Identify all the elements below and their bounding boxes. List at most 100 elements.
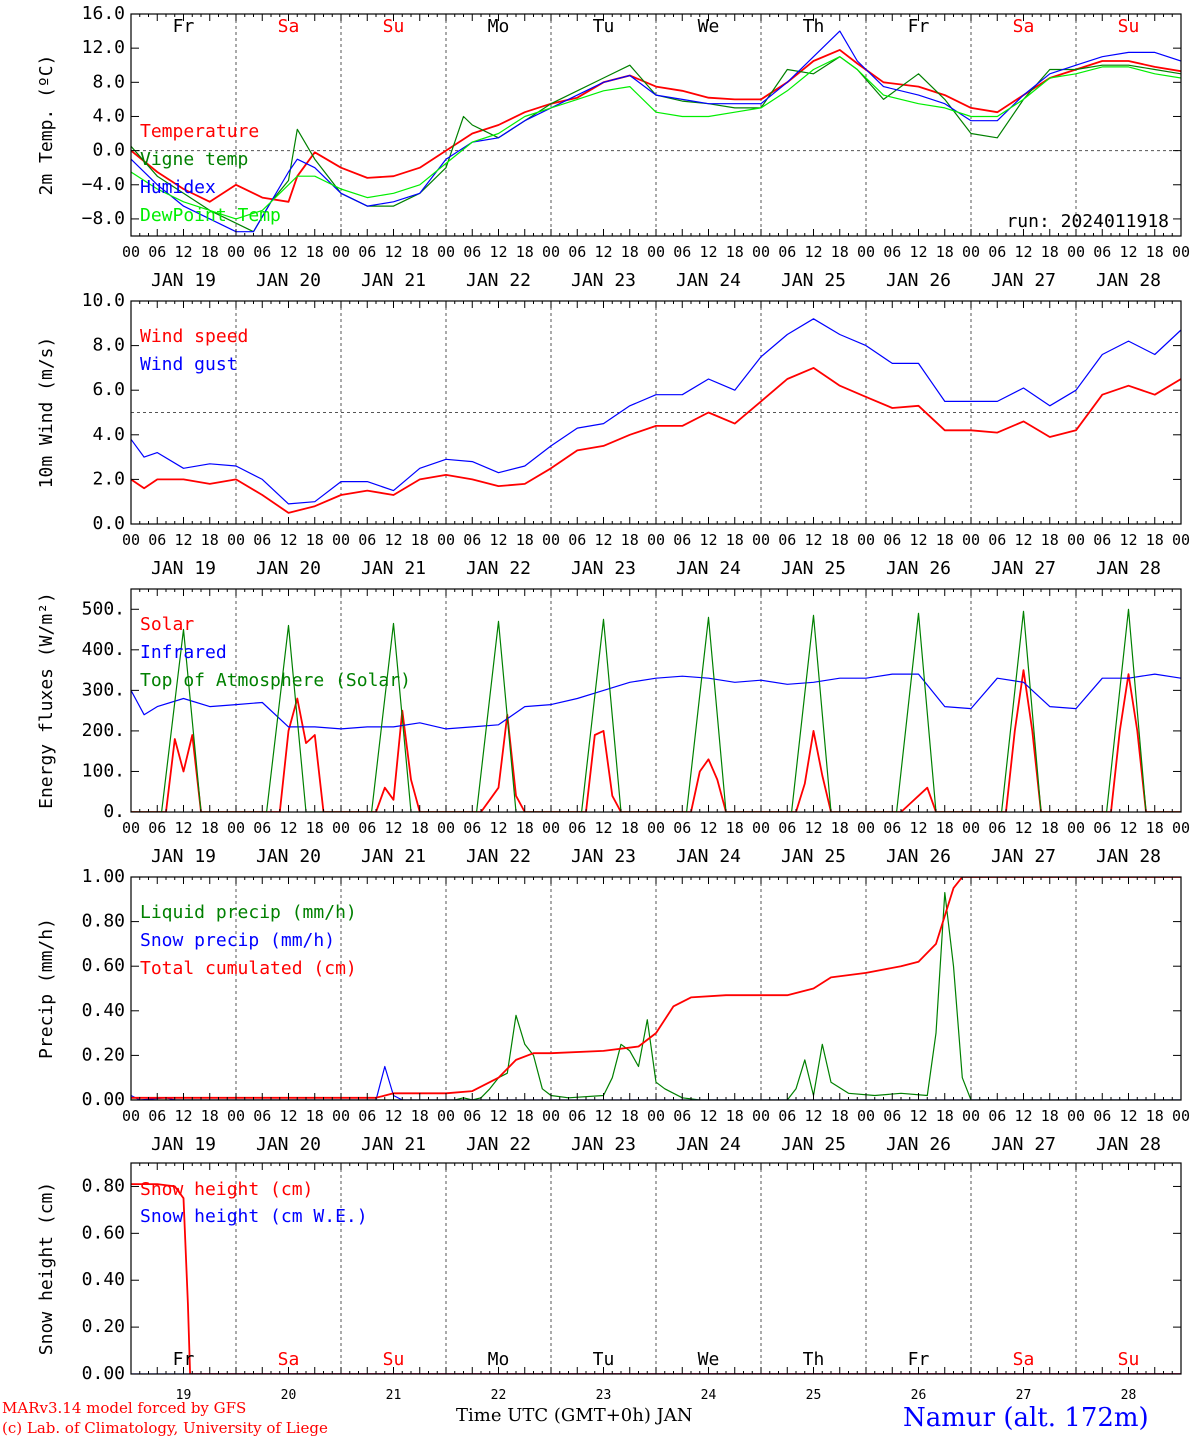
hour-tick-label: 00: [962, 1107, 980, 1125]
y-tick-label: −4.0: [82, 174, 125, 195]
hour-tick-label: 12: [1119, 1107, 1137, 1125]
series-group: [131, 608, 1181, 812]
hour-tick-label: 00: [227, 819, 245, 837]
hour-tick-label: 06: [253, 1107, 271, 1125]
weekday-label: Th: [803, 1349, 825, 1370]
hour-tick-label: 06: [673, 1107, 691, 1125]
date-label: JAN 27: [991, 1134, 1056, 1155]
hour-tick-label: 06: [463, 819, 481, 837]
date-label: JAN 26: [886, 270, 951, 291]
hour-tick-label: 06: [988, 243, 1006, 261]
hour-tick-label: 18: [1041, 243, 1059, 261]
hour-tick-label: 12: [1014, 819, 1032, 837]
hour-tick-label: 00: [752, 819, 770, 837]
series-line-vigne-temp: [131, 56, 1181, 233]
weekday-label: Mo: [488, 16, 510, 37]
date-label: JAN 24: [676, 558, 741, 579]
date-label: JAN 27: [991, 558, 1056, 579]
hour-tick-label: 06: [883, 531, 901, 549]
day-number-label: 28: [1121, 1388, 1137, 1403]
y-tick-label: 2.0: [92, 468, 125, 489]
hour-tick-label: 06: [883, 1107, 901, 1125]
hour-tick-label: 06: [1093, 1107, 1111, 1125]
y-tick-label: 500.: [82, 598, 125, 619]
weekday-label: We: [698, 1349, 720, 1370]
day-number-label: 24: [701, 1388, 717, 1403]
hour-tick-label: 12: [1119, 819, 1137, 837]
hour-tick-label: 12: [279, 1107, 297, 1125]
y-tick-label: 0.60: [82, 955, 125, 976]
legend-entry: Snow height (cm W.E.): [140, 1206, 368, 1227]
hour-tick-label: 00: [332, 1107, 350, 1125]
plot-frame: [130, 588, 1182, 813]
series-group: [131, 30, 1181, 233]
series-line-wind-speed: [131, 366, 1181, 514]
legend-entry: Snow height (cm): [140, 1179, 313, 1200]
hour-tick-label: 00: [647, 243, 665, 261]
hour-tick-label: 18: [411, 819, 429, 837]
hour-tick-label: 06: [253, 531, 271, 549]
weekday-label: Tu: [593, 16, 615, 37]
y-tick-label: 8.0: [92, 71, 125, 92]
hour-tick-label: 12: [909, 1107, 927, 1125]
y-tick-label: 4.0: [92, 424, 125, 445]
hour-tick-label: 06: [568, 243, 586, 261]
weekday-label: Sa: [1013, 16, 1035, 37]
location-label: Namur (alt. 172m): [903, 1403, 1149, 1433]
series-line-temperature: [131, 49, 1181, 203]
y-tick-label: 0.40: [82, 1000, 125, 1021]
series-group: [131, 318, 1181, 514]
hour-tick-label: 12: [279, 819, 297, 837]
hour-tick-label: 06: [988, 531, 1006, 549]
hour-tick-label: 06: [988, 1107, 1006, 1125]
hour-tick-label: 12: [909, 819, 927, 837]
hour-tick-label: 00: [752, 1107, 770, 1125]
hour-tick-label: 18: [516, 243, 534, 261]
hour-tick-label: 18: [201, 243, 219, 261]
lab-credit: (c) Lab. of Climatology, University of L…: [2, 1419, 328, 1437]
day-number-label: 23: [596, 1388, 612, 1403]
hour-tick-label: 18: [516, 531, 534, 549]
hour-tick-label: 06: [778, 1107, 796, 1125]
hour-tick-label: 00: [962, 819, 980, 837]
panel-3: 0. 100. 200. 300. 400. 500. Energy fluxes (W/m…: [36, 588, 1190, 867]
hour-tick-label: 12: [174, 243, 192, 261]
date-label: JAN 28: [1096, 846, 1161, 867]
date-label: JAN 27: [991, 846, 1056, 867]
y-tick-label: 0.80: [82, 911, 125, 932]
hour-tick-label: 06: [568, 819, 586, 837]
hour-tick-label: 06: [568, 1107, 586, 1125]
date-label: JAN 28: [1096, 270, 1161, 291]
hour-tick-label: 00: [962, 531, 980, 549]
date-label: JAN 21: [361, 270, 426, 291]
hour-tick-label: 00: [122, 531, 140, 549]
date-label: JAN 19: [151, 270, 216, 291]
hour-tick-label: 12: [1119, 531, 1137, 549]
hour-tick-label: 00: [437, 243, 455, 261]
weekday-label: Fr: [908, 1349, 930, 1370]
y-tick-label: 400.: [82, 639, 125, 660]
weekday-label: Th: [803, 16, 825, 37]
y-tick-label: 6.0: [92, 379, 125, 400]
day-number-label: 26: [911, 1388, 927, 1403]
date-label: JAN 21: [361, 558, 426, 579]
hour-tick-label: 18: [201, 819, 219, 837]
hour-tick-label: 06: [1093, 243, 1111, 261]
hour-tick-label: 18: [726, 1107, 744, 1125]
hour-tick-label: 00: [437, 1107, 455, 1125]
hour-tick-label: 06: [358, 531, 376, 549]
hour-tick-label: 06: [358, 819, 376, 837]
hour-tick-label: 00: [227, 243, 245, 261]
weekday-label: Tu: [593, 1349, 615, 1370]
hour-tick-label: 00: [1067, 531, 1085, 549]
hour-tick-label: 18: [201, 1107, 219, 1125]
hour-tick-label: 12: [279, 243, 297, 261]
hour-tick-label: 12: [489, 1107, 507, 1125]
hour-tick-label: 18: [936, 531, 954, 549]
series-line-liquid-precip-mm-h-: [131, 891, 1181, 1100]
weekday-label: Su: [1118, 16, 1140, 37]
hour-tick-label: 18: [726, 531, 744, 549]
hour-tick-label: 12: [174, 819, 192, 837]
day-number-label: 20: [281, 1388, 297, 1403]
